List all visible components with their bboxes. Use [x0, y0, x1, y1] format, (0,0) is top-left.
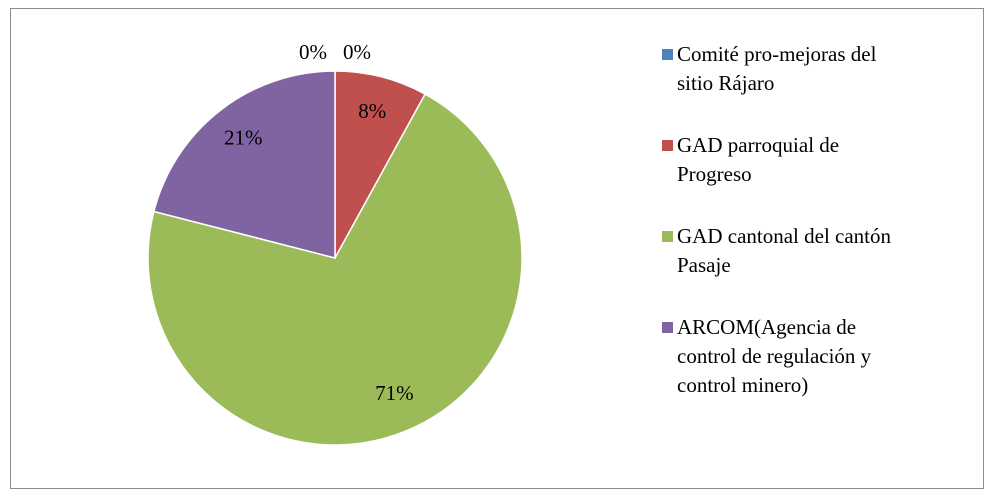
legend-swatch — [662, 322, 673, 333]
pie-slice — [152, 70, 336, 259]
chart-frame — [10, 8, 984, 489]
legend: Comité pro-mejoras del sitio Rájaro GAD p… — [662, 40, 912, 433]
legend-item: GAD cantonal del cantón Pasaje — [662, 222, 912, 280]
data-label: 8% — [358, 99, 386, 123]
legend-label: ARCOM(Agencia de control de regulación y… — [677, 315, 872, 397]
legend-label: Comité pro-mejoras del sitio Rájaro — [677, 42, 877, 95]
legend-item: ARCOM(Agencia de control de regulación y… — [662, 313, 912, 400]
legend-item: GAD parroquial de Progreso — [662, 131, 912, 189]
data-label: 21% — [224, 126, 263, 150]
data-label: 71% — [375, 381, 414, 405]
data-label: 0% — [343, 40, 371, 64]
pie-slice — [334, 70, 427, 259]
legend-swatch — [662, 49, 673, 60]
data-label: 0% — [299, 40, 327, 64]
legend-item: Comité pro-mejoras del sitio Rájaro — [662, 40, 912, 98]
legend-label: GAD parroquial de Progreso — [677, 133, 840, 186]
legend-swatch — [662, 140, 673, 151]
legend-label: GAD cantonal del cantón Pasaje — [677, 224, 892, 277]
legend-swatch — [662, 231, 673, 242]
pie-slice — [147, 93, 523, 446]
